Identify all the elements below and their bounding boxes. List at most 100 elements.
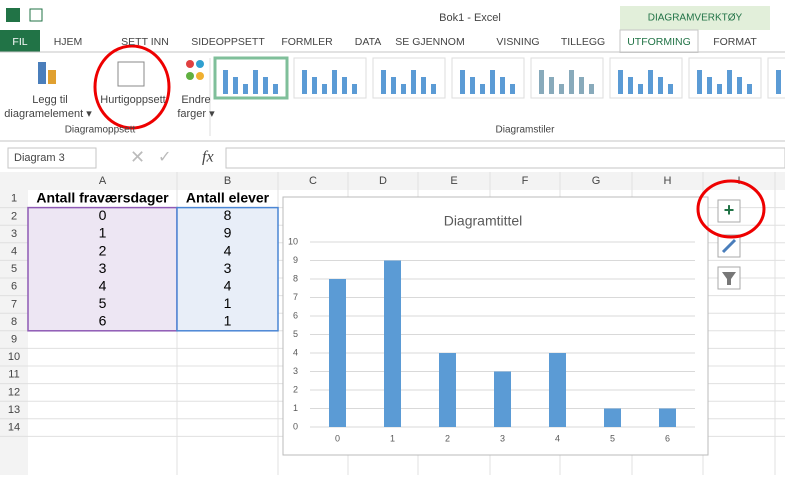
add-element-icon[interactable] [48,70,56,84]
thumb-bar [391,77,396,94]
thumb-bar [342,77,347,94]
colors-icon[interactable] [186,60,194,68]
cell[interactable]: 4 [99,278,107,294]
row-header[interactable]: 8 [11,316,17,328]
cell[interactable]: 5 [99,295,107,311]
cell[interactable]: Antall fraværsdager [36,190,169,206]
excel-icon [6,8,20,22]
ribbon-button-label[interactable]: Hurtigoppsett [100,94,165,106]
bar[interactable] [329,279,346,427]
filter-icon [722,272,736,285]
cell[interactable]: 3 [224,260,232,276]
row-header[interactable]: 1 [11,193,17,205]
cell[interactable]: 4 [224,242,232,258]
bar[interactable] [439,353,456,427]
chart[interactable]: Diagramtittel 0 1 2 3 4 5 6 7 8 9 10 0 1 2 3 4 5 6 [282,196,709,456]
x-tick-label: 3 [500,433,505,443]
row-header[interactable]: 7 [11,298,17,310]
bar[interactable] [659,408,676,428]
cell[interactable]: 9 [224,225,232,241]
ribbon-tab[interactable]: UTFORMING [627,36,691,48]
row-header[interactable]: 6 [11,281,17,293]
ribbon-button-label[interactable]: diagramelement ▾ [4,108,92,120]
cell[interactable]: 6 [99,313,107,329]
quick-layout-icon[interactable] [117,61,145,87]
ribbon-tab[interactable]: VISNING [496,36,539,48]
chart-title[interactable]: Diagramtittel [444,213,523,229]
row-header[interactable]: 11 [8,369,19,381]
fx-button[interactable]: fx [202,149,214,166]
name-box[interactable] [7,147,97,169]
column-header[interactable]: H [664,175,672,187]
ribbon-tab[interactable]: FIL [12,36,27,48]
row-header[interactable]: 4 [11,246,17,258]
column-header[interactable]: C [309,175,317,187]
row-header[interactable]: 14 [8,422,20,434]
colors-icon[interactable] [196,60,204,68]
y-tick-label: 2 [293,384,298,394]
cell[interactable]: 8 [224,207,232,223]
ribbon-tab[interactable]: SE GJENNOM [395,36,464,48]
thumb-bar [223,70,228,94]
ribbon-button-label[interactable]: farger ▾ [177,108,215,120]
cancel-button[interactable]: ✕ [130,147,145,167]
ribbon-tab[interactable]: TILLEGG [561,36,605,48]
cell[interactable]: 3 [99,260,107,276]
row-header[interactable]: 10 [8,351,20,363]
thumb-bar [381,70,386,94]
thumb-bar [707,77,712,94]
thumb-bar [480,84,485,94]
ribbon-button-label[interactable]: Endre [181,94,210,106]
ribbon-group-label: Diagramoppsett [65,125,136,136]
row-header[interactable]: 3 [11,228,17,240]
column-header[interactable]: B [224,175,231,187]
add-element-icon[interactable] [38,62,46,84]
column-header[interactable]: A [99,175,107,187]
column-header[interactable]: D [379,175,387,187]
row-header[interactable]: 2 [11,210,17,222]
cell[interactable]: 1 [224,313,232,329]
thumb-bar [421,77,426,94]
row-header[interactable]: 9 [11,334,17,346]
cell[interactable]: Antall elever [186,190,270,206]
colors-icon[interactable] [196,72,204,80]
bar[interactable] [384,260,401,428]
ribbon-tab[interactable]: DATA [355,36,381,48]
window-title: Bok1 - Excel [439,12,501,24]
cell[interactable]: 4 [224,278,232,294]
column-header[interactable]: G [592,175,601,187]
chart-elements-button[interactable] [717,199,741,223]
cell[interactable]: 2 [99,242,107,258]
ribbon-tab[interactable]: SIDEOPPSETT [191,36,265,48]
y-tick-label: 6 [293,310,298,320]
thumb-bar [332,70,337,94]
bar[interactable] [549,353,566,427]
cell[interactable]: 1 [224,295,232,311]
cell[interactable]: 0 [99,207,107,223]
cell[interactable]: 1 [99,225,107,241]
enter-button[interactable]: ✓ [158,149,171,166]
column-header[interactable]: E [450,175,457,187]
thumb-bar [717,84,722,94]
thumb-bar [589,84,594,94]
row-header[interactable]: 12 [8,386,20,398]
row-header[interactable]: 13 [8,404,20,416]
bar[interactable] [604,408,621,428]
colors-icon[interactable] [186,72,194,80]
row-header[interactable]: 5 [11,263,17,275]
column-header-bar [0,172,785,190]
bar[interactable] [494,371,511,428]
ribbon-tab[interactable]: FORMAT [713,36,757,48]
ribbon-tab[interactable]: HJEM [54,36,83,48]
thumb-bar [312,77,317,94]
context-tab: DIAGRAMVERKTØY [648,13,743,24]
ribbon-tab[interactable]: SETT INN [121,36,169,48]
formula-input[interactable] [225,147,785,169]
ribbon-button-label[interactable]: Legg til [32,94,67,106]
column-header[interactable]: F [522,175,529,187]
thumb-bar [638,84,643,94]
ribbon-tab[interactable]: FORMLER [281,36,333,48]
save-icon[interactable] [29,8,43,22]
file-tab-bg[interactable] [0,30,40,52]
